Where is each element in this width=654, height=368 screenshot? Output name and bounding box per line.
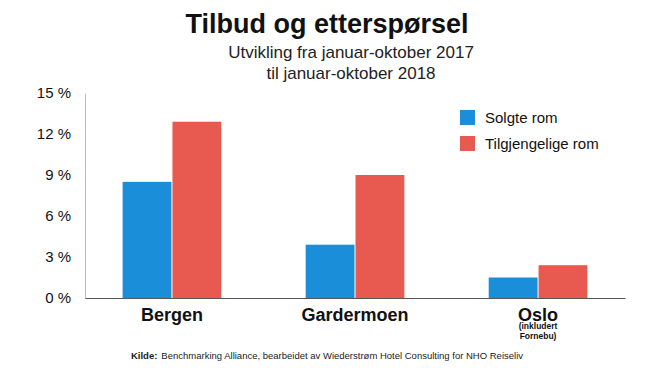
y-tick-label: 6 %	[45, 207, 71, 224]
x-axis-line	[86, 298, 626, 299]
y-tick-label: 3 %	[45, 248, 71, 265]
x-tick-label: Bergen	[141, 305, 203, 325]
y-axis: 0 % 3 % 6 % 9 % 12 % 15 %	[37, 84, 86, 306]
y-tick: 9 %	[45, 166, 85, 183]
legend-swatch	[460, 136, 475, 151]
legend: Solgte rom Tilgjengelige rom	[460, 109, 599, 152]
legend-label: Solgte rom	[485, 109, 558, 126]
bar	[172, 122, 221, 298]
bar	[539, 265, 588, 298]
x-tick: Gardermoen	[301, 298, 408, 325]
source-text: Benchmarking Alliance, bearbeidet av Wie…	[161, 350, 523, 361]
legend-label: Tilgjengelige rom	[485, 135, 599, 152]
legend-swatch	[460, 110, 475, 125]
y-tick-label: 0 %	[45, 289, 71, 306]
source-label: Kilde:	[131, 350, 157, 361]
annotation: (inkludertFornebu)	[519, 321, 558, 341]
y-tick: 3 %	[45, 248, 85, 265]
y-tick: 15 %	[37, 84, 85, 101]
x-tick: Bergen	[141, 298, 203, 325]
y-tick-label: 15 %	[37, 84, 71, 101]
y-tick-label: 9 %	[45, 166, 71, 183]
bar	[355, 175, 404, 298]
bar	[489, 278, 538, 299]
y-tick: 0 %	[45, 289, 85, 306]
y-tick-label: 12 %	[37, 125, 71, 142]
source: Kilde: Benchmarking Alliance, bearbeidet …	[131, 350, 523, 361]
y-tick: 12 %	[37, 125, 85, 142]
x-tick-label: Gardermoen	[301, 305, 408, 325]
chart: Tilbud og etterspørsel Utvikling fra janu…	[0, 0, 654, 368]
subtitle: til januar-oktober 2018	[266, 64, 435, 83]
bar	[123, 182, 172, 298]
title: Tilbud og etterspørsel	[185, 9, 468, 39]
y-axis-line	[85, 94, 86, 299]
subtitle: Utvikling fra januar-oktober 2017	[228, 43, 474, 62]
bar	[306, 245, 355, 298]
y-tick: 6 %	[45, 207, 85, 224]
